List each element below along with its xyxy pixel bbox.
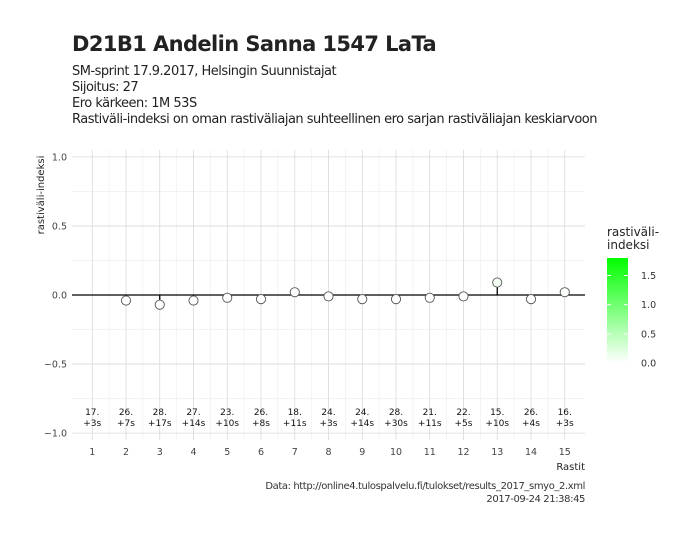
time-diff-label: +7s	[117, 419, 135, 429]
rank-label: 15.	[490, 408, 504, 418]
data-point	[559, 287, 570, 298]
annotations: 17.+3s26.+7s28.+17s27.+14s23.+10s26.+8s1…	[83, 408, 574, 429]
data-point	[390, 294, 402, 305]
x-tick-label: 3	[157, 447, 163, 458]
x-tick-label: 15	[559, 447, 571, 458]
data-point	[222, 292, 233, 303]
caption-timestamp: 2017-09-24 21:38:45	[486, 494, 585, 505]
data-point	[120, 295, 132, 306]
data-point	[525, 294, 537, 305]
data-point	[357, 294, 368, 305]
time-diff-label: +11s	[283, 419, 307, 429]
rank-label: 22.	[456, 408, 470, 418]
data-point	[458, 291, 469, 302]
subtitle-line-2: Sijoitus: 27	[72, 80, 139, 95]
y-tick-label: −0.5	[44, 360, 67, 371]
rank-label: 16.	[558, 408, 572, 418]
legend-tick-label: 1.5	[641, 271, 656, 282]
chart-title: D21B1 Andelin Sanna 1547 LaTa	[72, 32, 437, 56]
x-tick-label: 7	[292, 447, 298, 458]
time-diff-label: +14s	[182, 419, 206, 429]
legend-tick-label: 0.5	[641, 329, 656, 340]
x-tick-label: 10	[390, 447, 402, 458]
rank-label: 26.	[119, 408, 133, 418]
rank-label: 27.	[186, 408, 200, 418]
data-point	[188, 295, 199, 306]
x-tick-label: 5	[224, 447, 230, 458]
time-diff-label: +5s	[455, 419, 473, 429]
time-diff-label: +30s	[384, 419, 408, 429]
y-tick-label: −1.0	[44, 429, 67, 440]
subtitle-line-4: Rastiväli-indeksi on oman rastiväliajan …	[72, 112, 597, 127]
rank-label: 28.	[153, 408, 167, 418]
time-diff-label: +8s	[252, 419, 270, 429]
y-axis-label: rastiväli-indeksi	[36, 156, 47, 235]
x-tick-label: 12	[457, 447, 469, 458]
rank-label: 23.	[220, 408, 234, 418]
time-diff-label: +4s	[522, 419, 540, 429]
rank-label: 24.	[321, 408, 335, 418]
y-tick-label: 0.5	[52, 221, 67, 232]
x-axis-label: Rastit	[556, 462, 585, 473]
data-point	[424, 292, 435, 303]
axes: −1.0−0.50.00.51.01 2 3 4 5 6 7 8 9 10 11 12 13 14 15Ra…	[36, 152, 585, 473]
rank-label: 26.	[254, 408, 268, 418]
x-tick-label: 1	[89, 447, 95, 458]
rank-label: 18.	[288, 408, 302, 418]
x-tick-label: 14	[525, 447, 537, 458]
legend: rastiväli-indeksi 1.5 1.0 0.5 0.0	[607, 225, 659, 370]
rank-label: 21.	[423, 408, 437, 418]
data-point	[289, 287, 300, 298]
data-marks	[120, 277, 570, 310]
time-diff-label: +3s	[556, 419, 574, 429]
data-point	[492, 277, 503, 288]
data-point	[154, 299, 165, 310]
x-tick-label: 13	[491, 447, 503, 458]
legend-tick-label: 1.0	[641, 300, 656, 311]
x-tick-label: 8	[325, 447, 331, 458]
data-point	[255, 294, 267, 305]
time-diff-label: +17s	[148, 419, 172, 429]
x-tick-label: 4	[190, 447, 196, 458]
time-diff-label: +3s	[320, 419, 338, 429]
legend-colorbar	[607, 258, 628, 363]
grid	[72, 150, 585, 440]
x-tick-label: 9	[359, 447, 365, 458]
rank-label: 24.	[355, 408, 369, 418]
time-diff-label: +10s	[215, 419, 239, 429]
legend-title: rastiväli-	[607, 225, 659, 239]
data-point	[323, 291, 334, 302]
subtitle-line-3: Ero kärkeen: 1M 53S	[72, 96, 197, 111]
caption-source: Data: http://online4.tulospalvelu.fi/tul…	[265, 481, 585, 492]
legend-title: indeksi	[607, 238, 649, 252]
rank-label: 26.	[524, 408, 538, 418]
subtitle-line-1: SM-sprint 17.9.2017, Helsingin Suunnista…	[72, 64, 337, 79]
legend-tick-label: 0.0	[641, 359, 656, 370]
y-tick-label: 1.0	[52, 152, 67, 163]
rank-label: 17.	[85, 408, 99, 418]
x-tick-label: 11	[424, 447, 436, 458]
y-tick-label: 0.0	[52, 291, 67, 302]
time-diff-label: +3s	[83, 419, 101, 429]
time-diff-label: +14s	[350, 419, 374, 429]
x-tick-label: 2	[123, 447, 129, 458]
time-diff-label: +10s	[485, 419, 509, 429]
x-tick-label: 6	[258, 447, 264, 458]
rank-label: 28.	[389, 408, 403, 418]
time-diff-label: +11s	[418, 419, 442, 429]
